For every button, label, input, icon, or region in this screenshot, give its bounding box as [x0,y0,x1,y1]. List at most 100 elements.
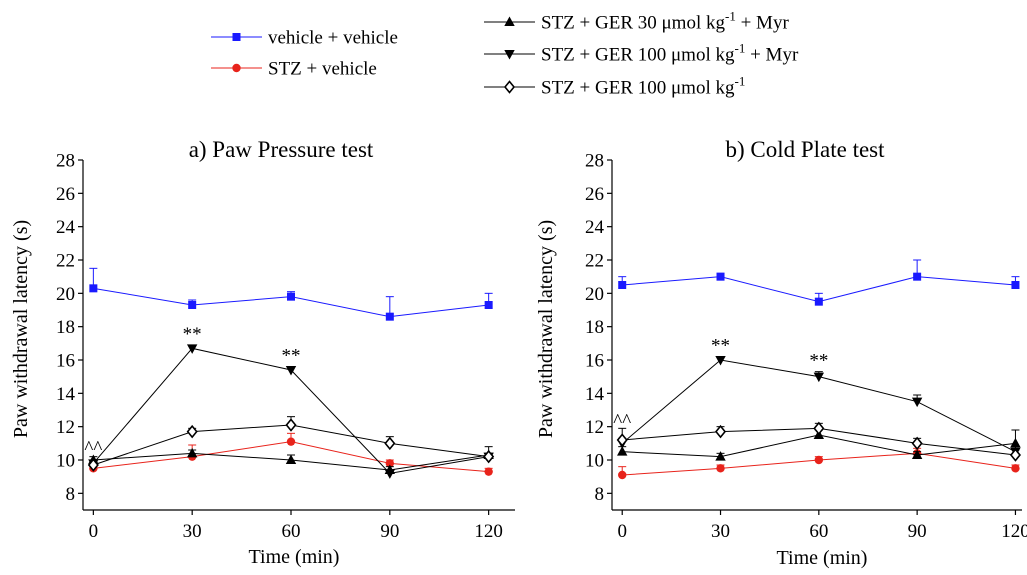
data-point [715,451,726,461]
data-point [813,421,825,436]
x-axis-title: Time (min) [777,547,868,569]
y-tick-label: 28 [56,151,75,172]
data-point [716,272,725,281]
y-tick-label: 8 [595,484,605,505]
chart-panel-paw-pressure: a) Paw Pressure test Time (min) Paw with… [10,137,515,568]
y-tick-label: 24 [585,217,605,238]
data-point [188,301,197,309]
chart-panel-cold-plate: b) Cold Plate test Time (min) Paw withdr… [535,137,1027,569]
data-point [813,372,825,383]
y-tick-label: 18 [56,317,75,338]
legend-label: vehicle + vehicle [268,28,398,49]
legend-marker [232,63,241,73]
y-tick-label: 10 [585,451,604,472]
data-point [715,356,726,366]
x-tick-label: 90 [908,521,927,542]
data-point [484,301,493,309]
x-tick-label: 90 [380,521,399,542]
data-point [616,433,628,447]
data-point [385,312,394,321]
significance-annotation: ^^ [613,411,631,432]
data-point [186,344,198,354]
data-point [89,284,98,293]
y-tick-label: 24 [56,217,76,238]
legend-marker [232,33,241,41]
y-tick-label: 12 [56,417,75,438]
x-tick-label: 60 [809,521,828,542]
y-tick-label: 18 [585,317,604,338]
data-point [384,436,396,451]
x-tick-label: 0 [89,521,99,542]
series-g30myr [88,446,494,474]
data-point [483,449,495,464]
y-axis-title: Paw withdrawal latency (s) [10,220,32,438]
series-g100 [616,421,1021,462]
legend-label: STZ + GER 100 μmol kg-1 [541,74,745,99]
series-g100 [87,416,495,472]
y-tick-label: 12 [585,417,604,438]
data-point [617,446,628,456]
x-axis-title: Time (min) [249,546,340,568]
data-point [87,458,99,472]
y-tick-label: 20 [56,284,75,305]
y-tick-label: 14 [56,384,76,405]
data-point [285,454,297,464]
y-tick-label: 16 [56,351,75,372]
legend-marker [504,16,515,26]
legend-item-veh: vehicle + vehicle [211,28,398,49]
x-tick-label: 60 [282,521,301,542]
y-tick-label: 26 [56,184,75,205]
y-tick-label: 22 [585,251,604,272]
data-point [286,437,296,446]
legend-marker [504,50,515,60]
data-point [911,449,923,459]
data-point [484,467,493,476]
y-tick-label: 28 [585,151,604,172]
legend-item-g100: STZ + GER 100 μmol kg-1 [484,74,745,99]
series-veh [89,267,493,321]
x-tick-label: 30 [183,521,202,542]
y-tick-label: 20 [585,284,604,305]
significance-annotation: ** [711,336,730,357]
y-tick-label: 22 [56,251,75,272]
data-point [714,424,727,439]
data-point [911,436,923,451]
chart-title: a) Paw Pressure test [189,137,374,162]
data-point [618,470,627,480]
data-point [814,297,823,306]
data-point [285,418,297,432]
significance-annotation: ** [183,324,202,345]
series-veh [618,259,1020,306]
data-point [814,455,824,465]
legend: vehicle + vehicle STZ + vehicle STZ + GER … [211,9,799,99]
data-point [1011,281,1020,289]
x-tick-label: 0 [617,521,627,542]
y-tick-label: 16 [585,351,604,372]
legend-label: STZ + GER 30 μmol kg-1 + Myr [541,9,789,34]
data-point [384,469,396,479]
data-point [618,281,627,289]
legend-marker [503,80,516,94]
significance-annotation: ^^ [84,437,102,458]
legend-label: STZ + GER 100 μmol kg-1 + Myr [541,41,799,66]
x-tick-label: 120 [1001,521,1027,542]
legend-label: STZ + vehicle [268,59,377,80]
legend-item-stz: STZ + vehicle [211,59,377,80]
data-point [285,366,297,376]
legend-item-g30myr: STZ + GER 30 μmol kg-1 + Myr [484,9,789,34]
data-point [1011,464,1020,473]
data-point [911,397,923,408]
data-point [186,424,198,439]
y-tick-label: 26 [585,184,604,205]
data-point [1010,437,1021,448]
data-point [913,272,922,281]
legend-item-g100myr: STZ + GER 100 μmol kg-1 + Myr [484,41,799,66]
significance-annotation: ** [809,351,828,372]
x-tick-label: 30 [711,521,730,542]
data-point [1009,448,1021,462]
data-point [186,447,198,458]
chart-title: b) Cold Plate test [725,137,885,162]
data-point [287,292,295,301]
x-tick-label: 120 [474,521,503,542]
